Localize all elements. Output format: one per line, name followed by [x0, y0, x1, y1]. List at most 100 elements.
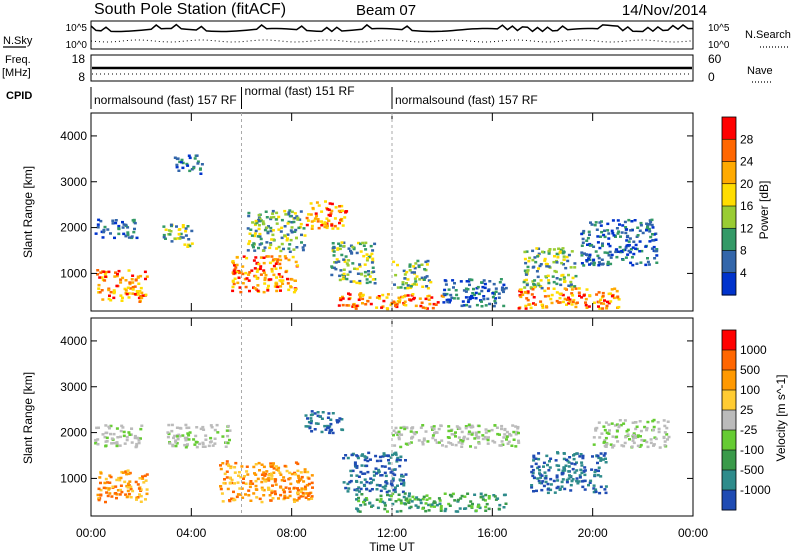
power-echo-cell [124, 289, 128, 292]
power-echo-cell [468, 305, 472, 308]
power-echo-cell [186, 164, 190, 167]
vel-echo-cell [583, 473, 587, 477]
power-echo-cell [274, 218, 278, 221]
vel-echo-cell [532, 459, 536, 462]
power-echo-cell [524, 273, 528, 276]
power-echo-cell [406, 294, 410, 297]
vel-echo-cell [466, 437, 470, 441]
vel-echo-cell [500, 440, 504, 443]
vel-echo-cell [431, 436, 435, 440]
power-echo-cell [232, 282, 236, 286]
vel-echo-cell [109, 432, 112, 436]
vel-echo-cell [662, 419, 666, 422]
vel-echo-cell [593, 474, 597, 477]
power-echo-cell [103, 272, 107, 276]
power-echo-cell [286, 282, 290, 285]
vel-echo-cell [123, 442, 127, 445]
vel-echo-cell [421, 443, 425, 446]
power-echo-cell [348, 270, 352, 274]
vel-echo-cell [280, 479, 284, 482]
vel-echo-cell [204, 434, 208, 437]
power-echo-cell [524, 307, 528, 310]
vel-echo-cell [359, 470, 363, 474]
power-echo-cell [100, 276, 104, 279]
power-echo-cell [353, 305, 357, 309]
power-echo-cell [462, 289, 466, 292]
power-echo-cell [601, 244, 604, 248]
vel-echo-cell [141, 475, 144, 478]
power-echo-cell [121, 226, 125, 229]
vel-echo-cell [272, 467, 276, 470]
vel-echo-cell [126, 469, 130, 472]
power-echo-cell [341, 297, 345, 300]
vel-echo-cell [402, 484, 406, 487]
vel-echo-cell [652, 428, 655, 432]
vel-echo-cell [484, 431, 488, 434]
power-echo-cell [486, 297, 490, 301]
vel-echo-cell [270, 472, 273, 475]
power-echo-cell [371, 257, 375, 261]
power-echo-cell [363, 263, 367, 266]
vel-echo-cell [379, 489, 383, 493]
vel-echo-cell [219, 467, 223, 471]
power-echo-cell [552, 248, 556, 251]
power-echo-cell [288, 214, 292, 218]
power-echo-cell [247, 273, 251, 276]
xaxis-labels: 00:00 04:00 08:00 12:00 16:00 20:00 00:00 [76, 526, 708, 540]
power-echo-cell [338, 221, 341, 225]
vel-echo-cell [365, 498, 369, 501]
power-echo-cell [483, 286, 487, 290]
power-echo-cell [266, 255, 270, 258]
vel-echo-cell [283, 464, 287, 468]
power-echo-cell [367, 255, 371, 259]
vel-echo-cell [454, 510, 458, 513]
power-echo-cell [567, 302, 571, 305]
power-echo-cell [252, 245, 255, 249]
vel-echo-cell [105, 491, 109, 494]
power-echo-cell [452, 286, 455, 289]
vel-echo-cell [427, 509, 431, 512]
vel-echo-cell [378, 455, 382, 459]
vel-echo-cell [375, 483, 379, 487]
vel-echo-cell [408, 498, 412, 501]
vel-echo-cell [166, 435, 170, 439]
vel-echo-cell [631, 436, 635, 440]
freq-tick-bottom: 8 [78, 70, 85, 84]
power-marks [94, 154, 659, 311]
vel-echo-cell [292, 486, 296, 490]
power-echo-cell [140, 291, 144, 295]
power-echo-cell [347, 304, 351, 307]
vel-echo-cell [432, 427, 436, 431]
vel-echo-cell [329, 422, 333, 426]
vel-echo-cell [143, 474, 147, 478]
power-echo-cell [184, 230, 188, 233]
power-echo-cell [327, 219, 331, 222]
power-echo-cell [447, 288, 451, 291]
vel-echo-cell [454, 431, 457, 434]
vel-echo-cell [194, 440, 198, 444]
vel-echo-cell [307, 498, 311, 501]
vel-echo-cell [443, 492, 447, 495]
vel-echo-cell [278, 471, 282, 474]
power-echo-cell [336, 227, 340, 230]
vel-echo-cell [467, 430, 471, 433]
vel-echo-cell [223, 472, 227, 476]
vel-echo-cell [114, 485, 118, 488]
vel-echo-cell [306, 470, 310, 474]
vel-echo-cell [135, 442, 139, 446]
power-echo-cell [287, 211, 291, 214]
vel-echo-cell [173, 434, 177, 438]
vel-echo-cell [579, 453, 583, 456]
power-echo-cell [265, 226, 269, 229]
power-echo-cell [104, 270, 108, 274]
vel-echo-cell [454, 443, 458, 447]
power-echo-cell [362, 244, 366, 247]
vel-echo-cell [201, 442, 205, 446]
vel-echo-cell [299, 490, 303, 494]
vel-echo-cell [239, 475, 243, 479]
power-echo-cell [96, 269, 100, 272]
vel-echo-cell [663, 440, 667, 443]
vel-echo-cell [578, 476, 582, 479]
vel-echo-cell [474, 446, 478, 449]
vel-echo-cell [363, 458, 367, 462]
